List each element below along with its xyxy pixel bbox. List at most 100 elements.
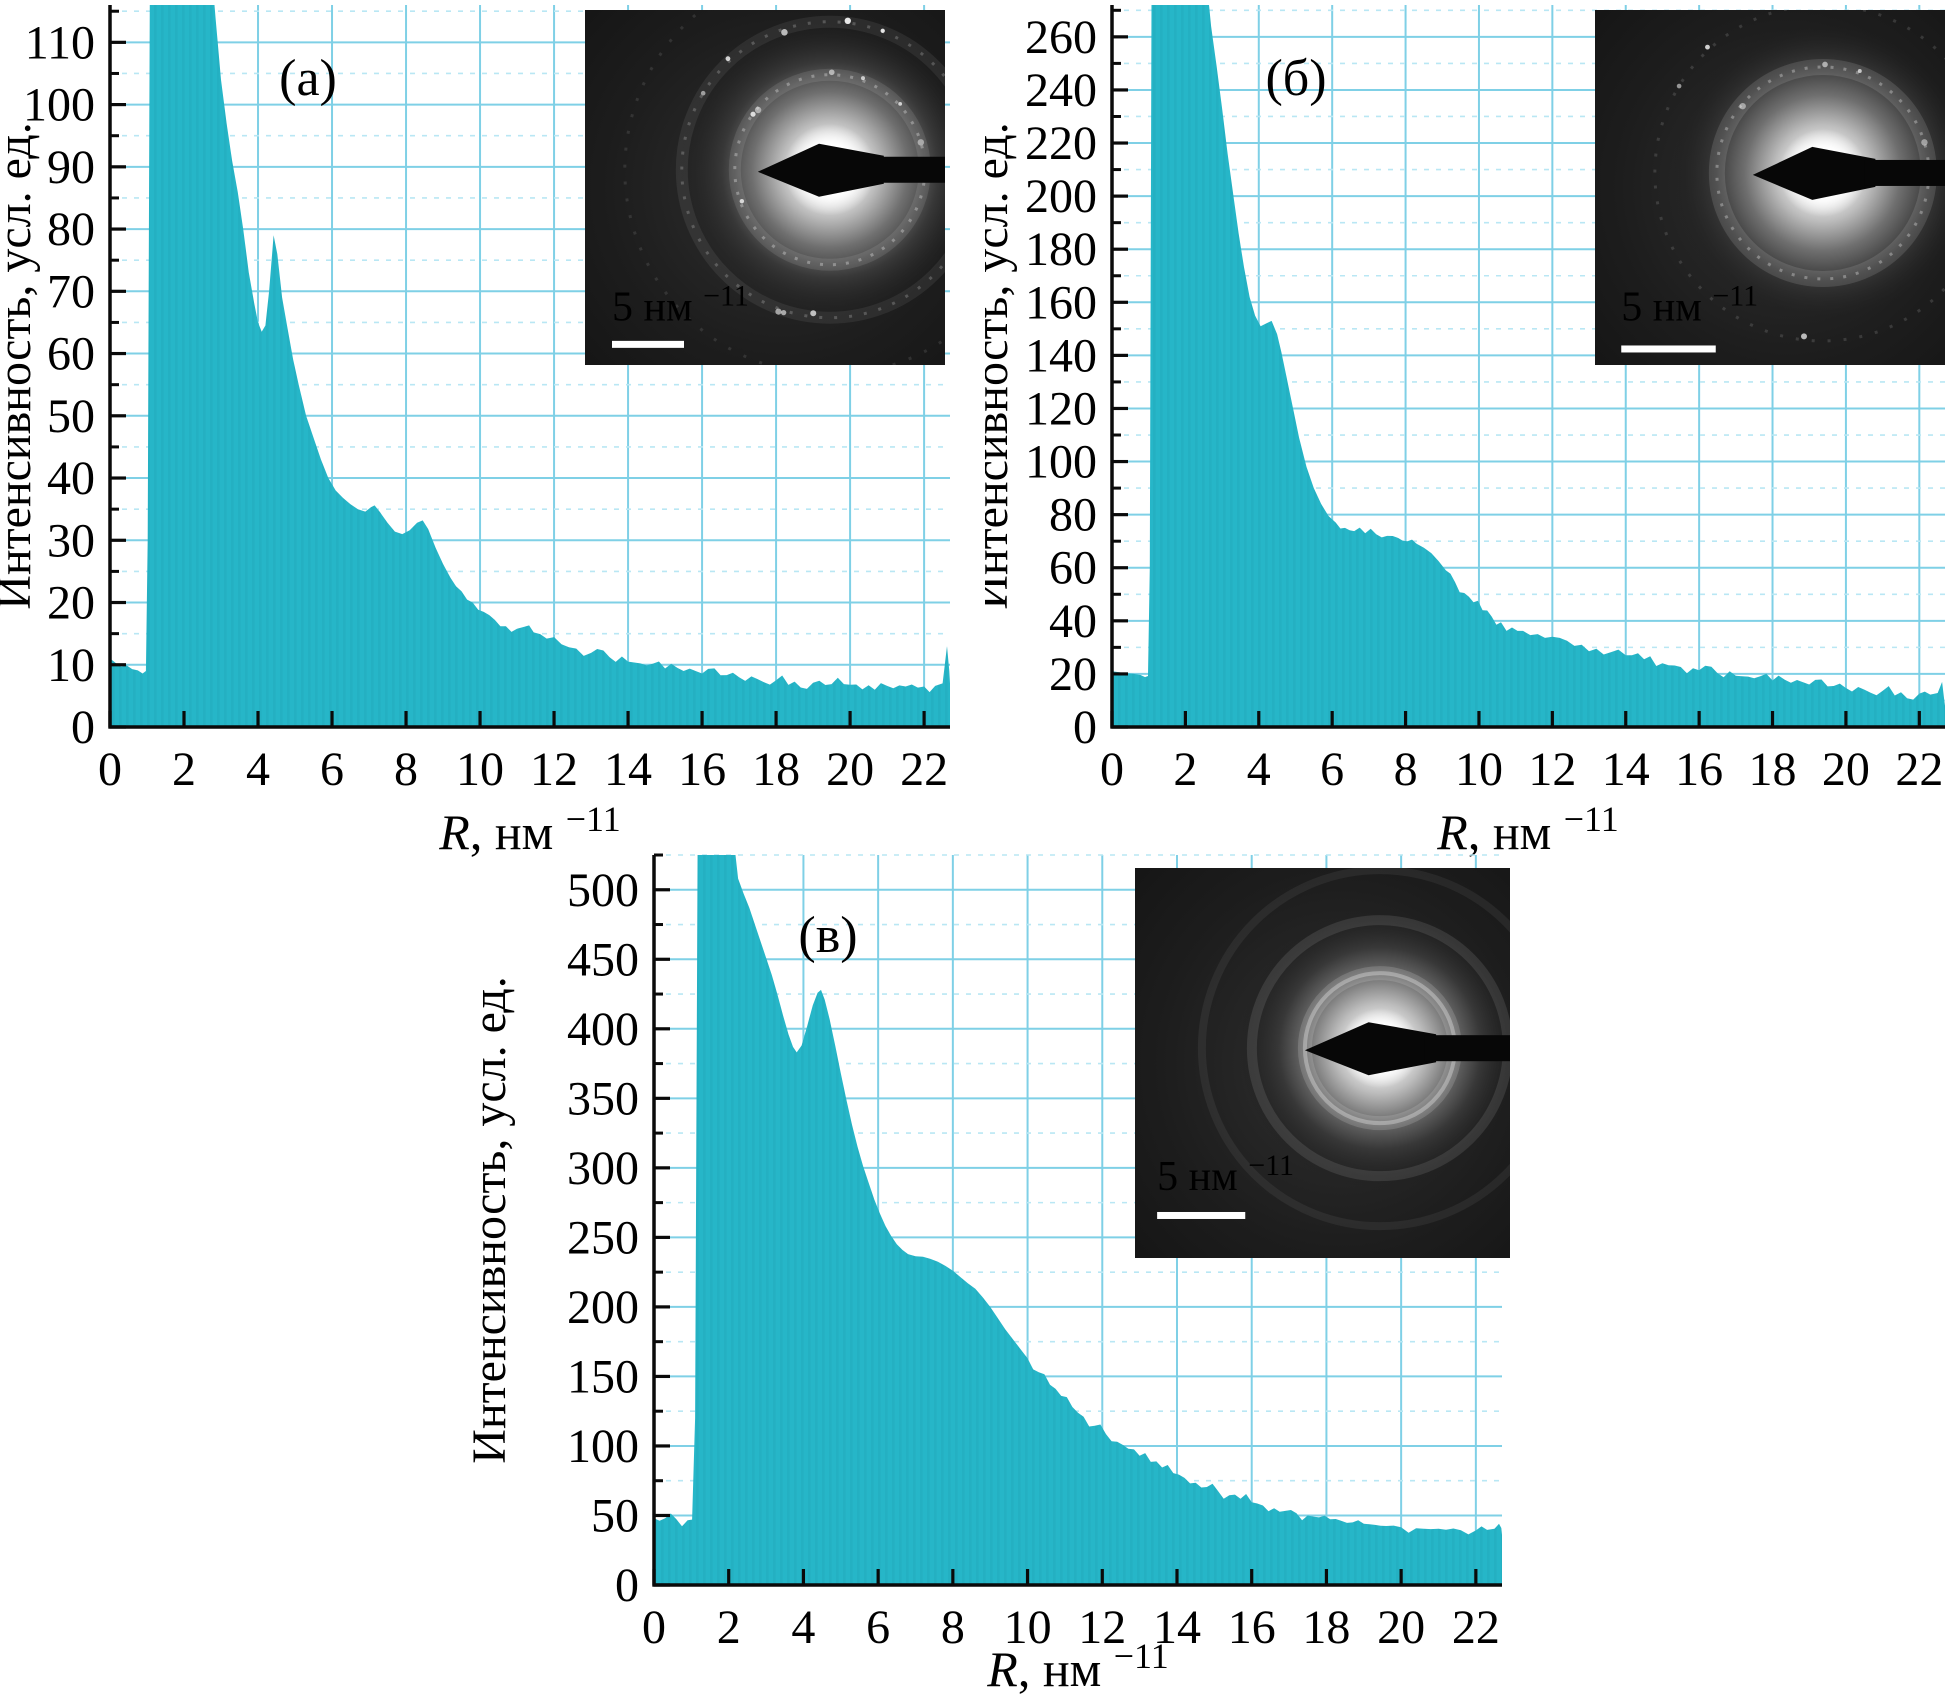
- y-tick-label: 220: [1025, 117, 1097, 170]
- y-tick-label: 140: [1025, 329, 1097, 382]
- scale-label: 5 нм −11: [612, 280, 749, 331]
- scale-label: 5 нм −11: [1157, 1149, 1294, 1200]
- y-tick-label: 120: [1025, 382, 1097, 435]
- y-tick-label: 200: [567, 1281, 639, 1334]
- x-tick-label: 22: [900, 743, 948, 796]
- y-tick-label: 350: [567, 1072, 639, 1125]
- y-tick-label: 150: [567, 1350, 639, 1403]
- x-tick-label: 4: [246, 743, 270, 796]
- axes: [652, 855, 1502, 1587]
- scale-bar: [1157, 1211, 1246, 1219]
- x-tick-label: 4: [1247, 743, 1271, 796]
- x-tick-label: 12: [1528, 743, 1576, 796]
- y-tick-label: 70: [47, 265, 95, 318]
- x-tick-label: 8: [394, 743, 418, 796]
- x-tick-label: 12: [530, 743, 578, 796]
- y-tick-label: 180: [1025, 223, 1097, 276]
- y-axis-title: Интенсивность, усл. ед.: [463, 976, 516, 1463]
- x-tick-label: 0: [98, 743, 122, 796]
- x-tick-label: 2: [717, 1601, 741, 1654]
- y-tick-label: 20: [47, 577, 95, 630]
- y-tick-label: 0: [615, 1559, 639, 1612]
- x-tick-label: 8: [941, 1601, 965, 1654]
- x-tick-label: 0: [1100, 743, 1124, 796]
- major-ticks: [652, 888, 1478, 1587]
- y-tick-label: 450: [567, 933, 639, 986]
- x-tick-label: 6: [1320, 743, 1344, 796]
- y-tick-label: 100: [1025, 436, 1097, 489]
- panel-b-plot: 0 2 4 6 8 10 12 14 16 18 20 22020406080100120140160…: [985, 5, 1945, 860]
- beam-stop-icon: [1304, 1022, 1510, 1076]
- y-tick-label: 160: [1025, 276, 1097, 329]
- x-tick-label: 14: [1602, 743, 1650, 796]
- x-tick-label: 20: [826, 743, 874, 796]
- x-tick-label: 2: [1173, 743, 1197, 796]
- x-tick-label: 14: [1153, 1601, 1201, 1654]
- x-tick-label: 16: [1675, 743, 1723, 796]
- x-tick-label: 12: [1078, 1601, 1126, 1654]
- major-ticks: [108, 40, 926, 729]
- major-ticks: [1110, 35, 1921, 729]
- area-texture: [110, 5, 950, 727]
- y-tick-label: 40: [1049, 595, 1097, 648]
- y-tick-label: 0: [71, 701, 95, 754]
- x-tick-label: 16: [678, 743, 726, 796]
- x-tick-label: 18: [752, 743, 800, 796]
- y-tick-label: 60: [1049, 542, 1097, 595]
- y-tick-label: 0: [1073, 701, 1097, 754]
- diffraction-spots: [700, 17, 925, 317]
- tick-labels: 0 2 4 6 8 10 12 14 16 18 20 22020406080100120140160…: [1025, 11, 1943, 796]
- x-tick-label: 18: [1302, 1601, 1350, 1654]
- panel-b-diffraction-inset: 5 нм −11: [1595, 10, 1945, 365]
- panel-a-diffraction-inset: 5 нм −11: [585, 10, 945, 365]
- axes: [108, 5, 950, 729]
- x-tick-label: 8: [1394, 743, 1418, 796]
- y-tick-label: 240: [1025, 64, 1097, 117]
- x-tick-label: 16: [1228, 1601, 1276, 1654]
- y-tick-label: 110: [25, 16, 95, 69]
- x-tick-label: 18: [1749, 743, 1797, 796]
- x-axis-title: R, нм −11: [986, 1636, 1168, 1697]
- x-tick-label: 10: [1455, 743, 1503, 796]
- x-axis-title: R, нм −11: [438, 799, 620, 860]
- x-tick-label: 6: [320, 743, 344, 796]
- y-tick-label: 250: [567, 1211, 639, 1264]
- tick-labels: 0 2 4 6 8 10 12 14 16 18 20 22010203040506070809010…: [23, 16, 948, 796]
- y-tick-label: 500: [567, 864, 639, 917]
- axes: [1110, 5, 1945, 729]
- y-tick-label: 40: [47, 452, 95, 505]
- x-tick-label: 4: [791, 1601, 815, 1654]
- y-tick-label: 60: [47, 328, 95, 381]
- x-tick-label: 20: [1377, 1601, 1425, 1654]
- x-tick-label: 6: [866, 1601, 890, 1654]
- panel-v-diffraction-inset: 5 нм −11: [1135, 868, 1510, 1258]
- y-tick-label: 20: [1049, 648, 1097, 701]
- scale-label: 5 нм −11: [1621, 280, 1758, 331]
- y-tick-label: 400: [567, 1003, 639, 1056]
- x-tick-label: 14: [604, 743, 652, 796]
- y-axis-title: Интенсивность, усл. ед.: [985, 122, 1018, 609]
- x-tick-label: 20: [1822, 743, 1870, 796]
- tick-labels: 0 2 4 6 8 10 12 14 16 18 20 22050100150200250300350…: [567, 864, 1500, 1654]
- y-tick-label: 260: [1025, 11, 1097, 64]
- y-axis-title: Интенсивность, усл. ед.: [0, 122, 41, 609]
- panel-label: (б): [1265, 50, 1326, 107]
- y-tick-label: 200: [1025, 170, 1097, 223]
- area-texture: [1112, 5, 1945, 727]
- y-tick-label: 100: [23, 79, 95, 132]
- scale-bar: [612, 340, 684, 348]
- y-tick-label: 300: [567, 1142, 639, 1195]
- x-tick-label: 22: [1452, 1601, 1500, 1654]
- x-tick-label: 10: [456, 743, 504, 796]
- y-tick-label: 90: [47, 141, 95, 194]
- panel-label: (а): [279, 50, 337, 107]
- y-tick-label: 10: [47, 639, 95, 692]
- x-axis-title: R, нм −11: [1436, 799, 1618, 860]
- y-tick-label: 80: [47, 203, 95, 256]
- x-tick-label: 10: [1004, 1601, 1052, 1654]
- y-tick-label: 50: [47, 390, 95, 443]
- x-tick-label: 2: [172, 743, 196, 796]
- beam-stop-icon: [757, 143, 945, 197]
- y-tick-label: 30: [47, 514, 95, 567]
